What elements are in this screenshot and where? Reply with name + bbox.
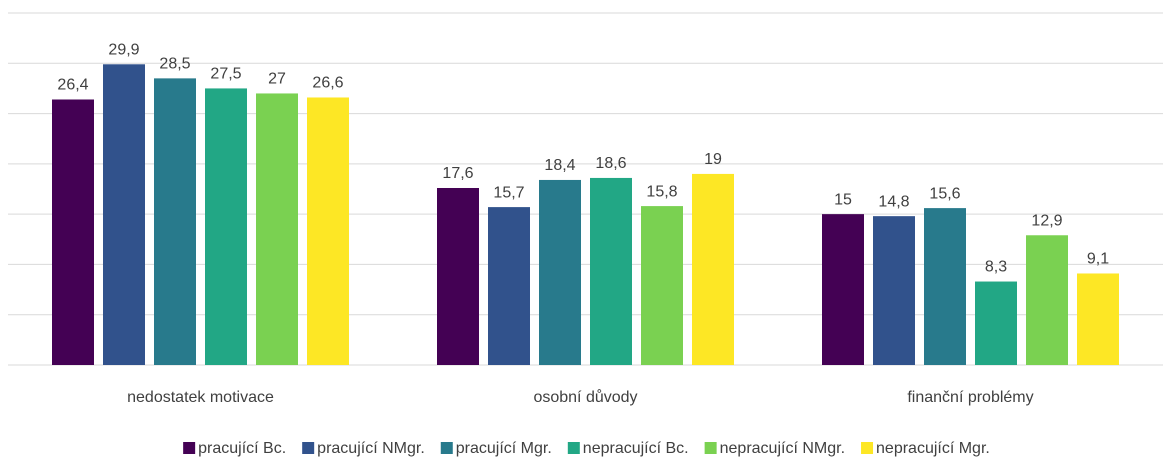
data-label: 14,8 bbox=[878, 193, 909, 210]
data-label: 9,1 bbox=[1087, 251, 1109, 268]
legend-swatch bbox=[302, 442, 315, 454]
legend-label: nepracující NMgr. bbox=[720, 440, 845, 457]
x-tick-label: finanční problémy bbox=[907, 389, 1033, 406]
data-label: 15 bbox=[834, 191, 852, 208]
data-label: 26,4 bbox=[57, 77, 88, 94]
bar bbox=[873, 216, 915, 365]
data-label: 26,6 bbox=[312, 75, 343, 92]
legend-label: pracující Bc. bbox=[198, 440, 286, 457]
data-label: 15,7 bbox=[493, 184, 524, 201]
bar bbox=[975, 281, 1017, 365]
bar bbox=[256, 93, 298, 365]
data-label: 27 bbox=[268, 71, 286, 88]
legend-swatch bbox=[861, 442, 874, 454]
bar bbox=[488, 207, 530, 365]
data-label: 15,8 bbox=[646, 183, 677, 200]
data-label: 18,6 bbox=[595, 155, 626, 172]
data-label: 19 bbox=[704, 151, 722, 168]
x-tick-label: osobní důvody bbox=[533, 388, 637, 406]
bar bbox=[539, 179, 581, 365]
bar bbox=[1077, 273, 1119, 365]
data-label: 15,6 bbox=[929, 185, 960, 202]
data-label: 27,5 bbox=[210, 66, 241, 83]
legend-label: nepracující Bc. bbox=[583, 440, 689, 457]
bar bbox=[307, 97, 349, 365]
data-label: 29,9 bbox=[108, 42, 139, 59]
data-label: 12,9 bbox=[1031, 212, 1062, 229]
legend-swatch bbox=[183, 442, 196, 454]
data-label: 17,6 bbox=[442, 165, 473, 182]
data-label: 8,3 bbox=[985, 259, 1007, 276]
bar bbox=[924, 208, 966, 365]
bar bbox=[1026, 235, 1068, 365]
legend-swatch bbox=[567, 442, 580, 454]
data-label: 28,5 bbox=[159, 56, 190, 73]
x-tick-label: nedostatek motivace bbox=[127, 389, 274, 406]
bar bbox=[103, 64, 145, 365]
bar bbox=[437, 187, 479, 365]
legend-swatch bbox=[704, 442, 717, 454]
bar bbox=[692, 173, 734, 365]
bar bbox=[154, 78, 196, 365]
bar bbox=[205, 88, 247, 365]
legend-label: pracující NMgr. bbox=[317, 440, 425, 457]
bar bbox=[590, 177, 632, 365]
bar bbox=[822, 214, 864, 365]
legend-label: pracující Mgr. bbox=[456, 440, 552, 457]
legend-swatch bbox=[440, 442, 453, 454]
legend-label: nepracující Mgr. bbox=[876, 440, 990, 457]
bar bbox=[52, 99, 94, 366]
bar bbox=[641, 206, 683, 365]
data-label: 18,4 bbox=[544, 157, 575, 174]
